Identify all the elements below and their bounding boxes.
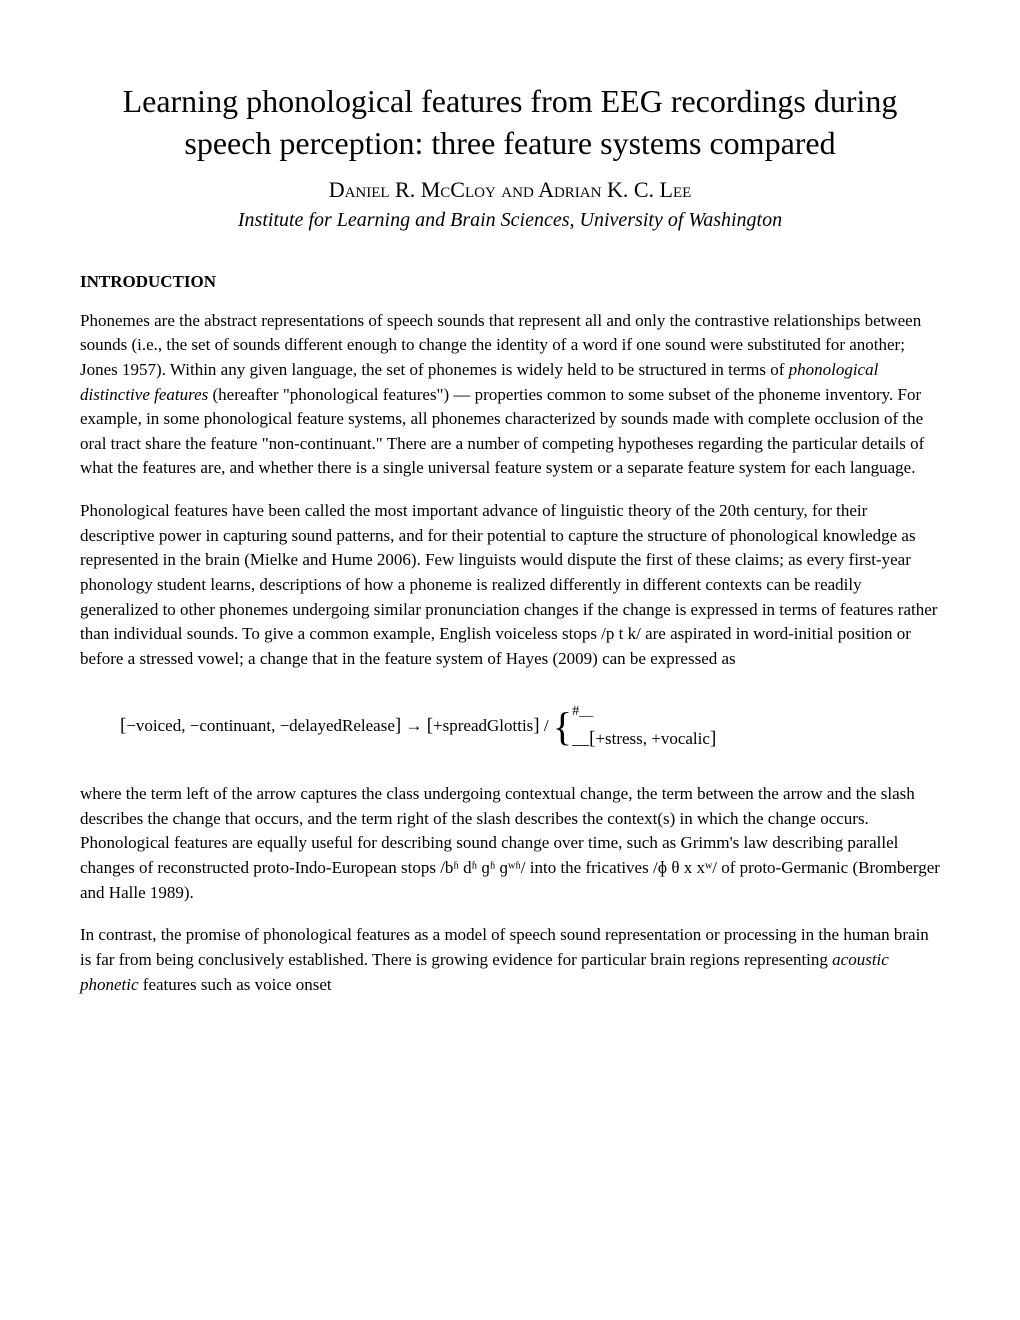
eq-lhs-bracket-close: ] xyxy=(395,715,401,736)
paper-affiliation: Institute for Learning and Brain Science… xyxy=(80,209,940,232)
eq-slash: / xyxy=(544,716,549,735)
paragraph-3: where the term left of the arrow capture… xyxy=(80,782,940,905)
paper-authors: Daniel R. McCloy and Adrian K. C. Lee xyxy=(80,177,940,203)
eq-rhs: +spreadGlottis xyxy=(433,716,533,735)
paragraph-2: Phonological features have been called t… xyxy=(80,499,940,671)
phonological-rule-equation: [−voiced, −continuant, −delayedRelease] … xyxy=(120,702,900,752)
eq-context-bottom: __[+stress, +vocalic] xyxy=(572,727,716,752)
para4-text-b: features such as voice onset xyxy=(139,975,332,994)
para4-text-a: In contrast, the promise of phonological… xyxy=(80,925,929,969)
paper-title: Learning phonological features from EEG … xyxy=(80,81,940,164)
eq-brace: { xyxy=(553,703,572,750)
section-heading-introduction: INTRODUCTION xyxy=(80,272,940,292)
eq-rhs-bracket-close: ] xyxy=(533,715,539,736)
eq-lhs: −voiced, −continuant, −delayedRelease xyxy=(126,716,395,735)
eq-contexts: #__ __[+stress, +vocalic] xyxy=(572,702,716,752)
eq-arrow: → xyxy=(405,716,422,735)
paragraph-4: In contrast, the promise of phonological… xyxy=(80,923,940,997)
eq-context-top: #__ xyxy=(572,702,716,728)
paragraph-1: Phonemes are the abstract representation… xyxy=(80,309,940,481)
